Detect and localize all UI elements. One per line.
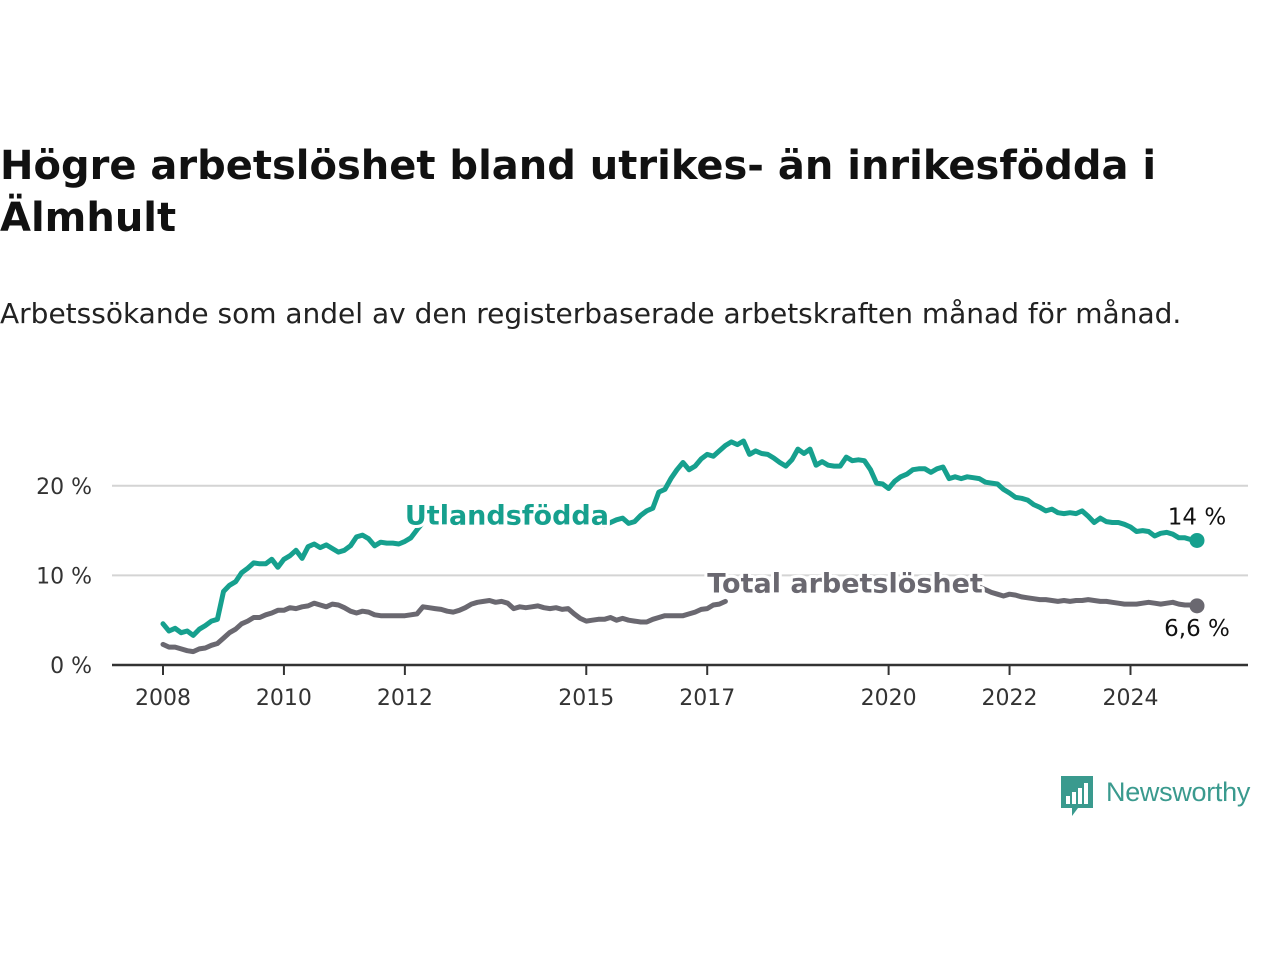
x-tick-label: 2010 xyxy=(256,686,312,711)
x-tick-label: 2008 xyxy=(135,686,191,711)
x-tick-label: 2022 xyxy=(982,686,1038,711)
foreign_born-series-line xyxy=(583,438,1200,543)
total-end-value-label: 6,6 % xyxy=(1164,616,1230,642)
gridlines xyxy=(112,484,1248,577)
total-series-label: Total arbetslöshet xyxy=(707,568,983,599)
total-series-line xyxy=(970,583,1200,609)
chart-subtitle: Arbetssökande som andel av den registerb… xyxy=(0,297,1182,330)
foreign_born-end-point xyxy=(1189,532,1205,548)
total-end-point xyxy=(1189,598,1205,614)
foreign_born-series-line xyxy=(160,520,426,638)
y-tick-label: 0 % xyxy=(50,654,92,679)
y-tick-label: 10 % xyxy=(36,564,92,589)
total-series-line xyxy=(160,598,728,655)
line-chart: 0 % 10 % 20 % 2008 2010 2012 2015 2017 2020 2022… xyxy=(36,438,1248,711)
series-labels: 6,6 % Total arbetslöshet 14 % Utlandsfödda xyxy=(402,497,1230,642)
x-tick-label: 2017 xyxy=(679,686,735,711)
x-tick-label: 2024 xyxy=(1102,686,1158,711)
x-tick-label: 2020 xyxy=(861,686,917,711)
chart-title: Högre arbetslöshet bland utrikes- än inr… xyxy=(0,143,1157,241)
newsworthy-logo-icon xyxy=(1061,776,1093,816)
newsworthy-logo-text: Newsworthy xyxy=(1106,777,1251,807)
y-axis-tick-labels: 0 % 10 % 20 % xyxy=(36,475,92,679)
x-tick-label: 2012 xyxy=(377,686,433,711)
x-axis: 2008 2010 2012 2015 2017 2020 2022 2024 xyxy=(112,663,1248,711)
series-lines xyxy=(160,438,1205,655)
foreign_born-series-label: Utlandsfödda xyxy=(405,500,609,531)
foreign_born-end-value-label: 14 % xyxy=(1168,504,1226,530)
newsworthy-logo: Newsworthy xyxy=(1058,772,1280,820)
x-tick-label: 2015 xyxy=(558,686,614,711)
y-tick-label: 20 % xyxy=(36,475,92,500)
